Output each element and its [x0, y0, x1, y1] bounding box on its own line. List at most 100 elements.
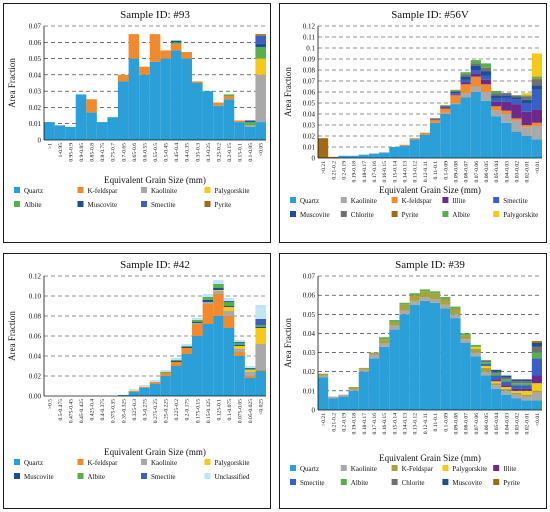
x-tick-label: 0.16-0.15 [382, 413, 388, 435]
x-tick-label: 0.175-0.15 [195, 399, 201, 423]
bar-segment [128, 34, 140, 59]
legend-swatch [77, 459, 84, 465]
bar-segment [389, 325, 400, 330]
x-tick-label: 0.8-0.75 [100, 143, 106, 162]
bar-segment [318, 375, 329, 378]
x-tick-label: 0.12-0.11 [423, 161, 429, 182]
x-tick-label: 0.125-0.1 [216, 399, 222, 421]
y-axis-label: Area Fraction [283, 67, 293, 117]
x-tick-label: 0.17-0.16 [372, 413, 378, 435]
bar-segment [192, 81, 203, 83]
bar-segment [255, 319, 266, 325]
bar-segment [181, 58, 192, 141]
chart-title: Sample ID: #56V [391, 9, 469, 21]
bar-segment [234, 343, 245, 345]
bar-segment [139, 66, 150, 75]
legend-label: Muscovite [300, 211, 330, 219]
legend-label: Quartz [300, 197, 319, 205]
bar-segment [511, 392, 522, 395]
bar-segment [399, 314, 410, 410]
x-tick-label: 0.12-0.11 [423, 413, 429, 434]
chart-panel-93: Sample ID: #93 0 0.01 0.02 0.03 0.04 0.05 0.06 0… [3, 3, 271, 243]
bar-segment [202, 297, 214, 300]
x-axis-label: Equivalent Grain Size (mm) [104, 447, 206, 457]
bar-segment [491, 98, 502, 102]
y-tick-label: 0.05 [303, 100, 316, 108]
bar-segment [170, 362, 182, 366]
y-tick-label: 0.10 [29, 293, 42, 301]
bar-segment [223, 316, 235, 328]
bar-segment [450, 103, 461, 105]
x-tick-label: 0.075-0.05 [238, 399, 244, 423]
bar-segment [480, 375, 492, 410]
chart-panel-42: Sample ID: #42 0.00 0.02 0.04 0.06 0.08 0.10 0.… [3, 253, 271, 509]
bar-segment [470, 60, 481, 64]
bar-segment [491, 373, 502, 376]
bar-segment [192, 324, 203, 336]
legend-swatch [391, 465, 398, 471]
legend-label: Muscovite [24, 473, 54, 481]
legend-swatch [77, 473, 84, 479]
bar-segment [480, 367, 492, 372]
x-tick-label: 0.03-0.02 [515, 413, 521, 435]
legend-label: Kaolinite [151, 459, 177, 467]
y-tick-label: 0.01 [29, 120, 42, 128]
bar-segment [338, 394, 349, 397]
bar-segment [202, 324, 214, 396]
bar-segment [450, 95, 461, 103]
x-tick-label: 0.08-0.07 [464, 161, 470, 183]
bar-segment [470, 346, 481, 349]
bar-segment [107, 117, 118, 140]
legend-label: K-feldspar [402, 197, 433, 205]
bar-segment [234, 120, 245, 123]
bar-segment [139, 385, 150, 387]
bar-segment [139, 387, 150, 388]
legend-swatch [340, 465, 347, 471]
x-tick-label: 0.18-0.17 [362, 161, 368, 183]
bar-segment [358, 371, 369, 410]
bar-segment [511, 379, 522, 382]
legend-label: Albite [88, 473, 106, 481]
bar-segment [430, 293, 441, 299]
bar-segment [255, 35, 266, 44]
bar-segment [480, 100, 492, 158]
legend-label: Muscovite [88, 201, 118, 209]
bar-segment [244, 122, 256, 126]
bar-segment [318, 377, 329, 410]
legend-swatch [14, 459, 20, 465]
legend-swatch [340, 479, 347, 485]
y-tick-label: 0.04 [29, 353, 42, 361]
bar-segment [501, 385, 512, 388]
bar-segment [75, 94, 87, 140]
chart-42: Sample ID: #42 0.00 0.02 0.04 0.06 0.08 0.10 0.… [7, 259, 266, 481]
bar-segment [160, 370, 171, 372]
bar-segment [531, 400, 542, 410]
bar-segment [521, 111, 532, 125]
bar-segment [86, 99, 97, 113]
bar-segment [511, 120, 522, 132]
bar-segment [470, 70, 481, 74]
x-tick-label: 0.15-0.1 [238, 143, 244, 162]
bar-segment [430, 302, 441, 410]
bar-segment [244, 376, 256, 378]
y-axis-label: Area Fraction [7, 311, 17, 361]
bar-segment [460, 74, 471, 77]
bar-segment [460, 76, 471, 80]
bar-segment [223, 328, 235, 396]
bar-segment [358, 369, 369, 372]
legend-swatch [14, 187, 20, 193]
bar-segment [531, 85, 542, 90]
x-tick-label: 0.2-0.15 [227, 143, 233, 162]
bar-segment [213, 280, 224, 284]
y-tick-label: 0.03 [303, 349, 316, 357]
legend-label: Palygorskite [215, 187, 250, 195]
chart-93: Sample ID: #93 0 0.01 0.02 0.03 0.04 0.05 0.06 0… [7, 9, 266, 209]
bar-segment [389, 329, 400, 410]
bar-segment [501, 377, 512, 380]
bar-segment [409, 295, 420, 301]
bar-segment [358, 367, 369, 370]
bar-segment [213, 294, 224, 316]
bar-segment [491, 93, 502, 96]
bar-segment [128, 391, 140, 392]
bar-segment [450, 308, 461, 315]
